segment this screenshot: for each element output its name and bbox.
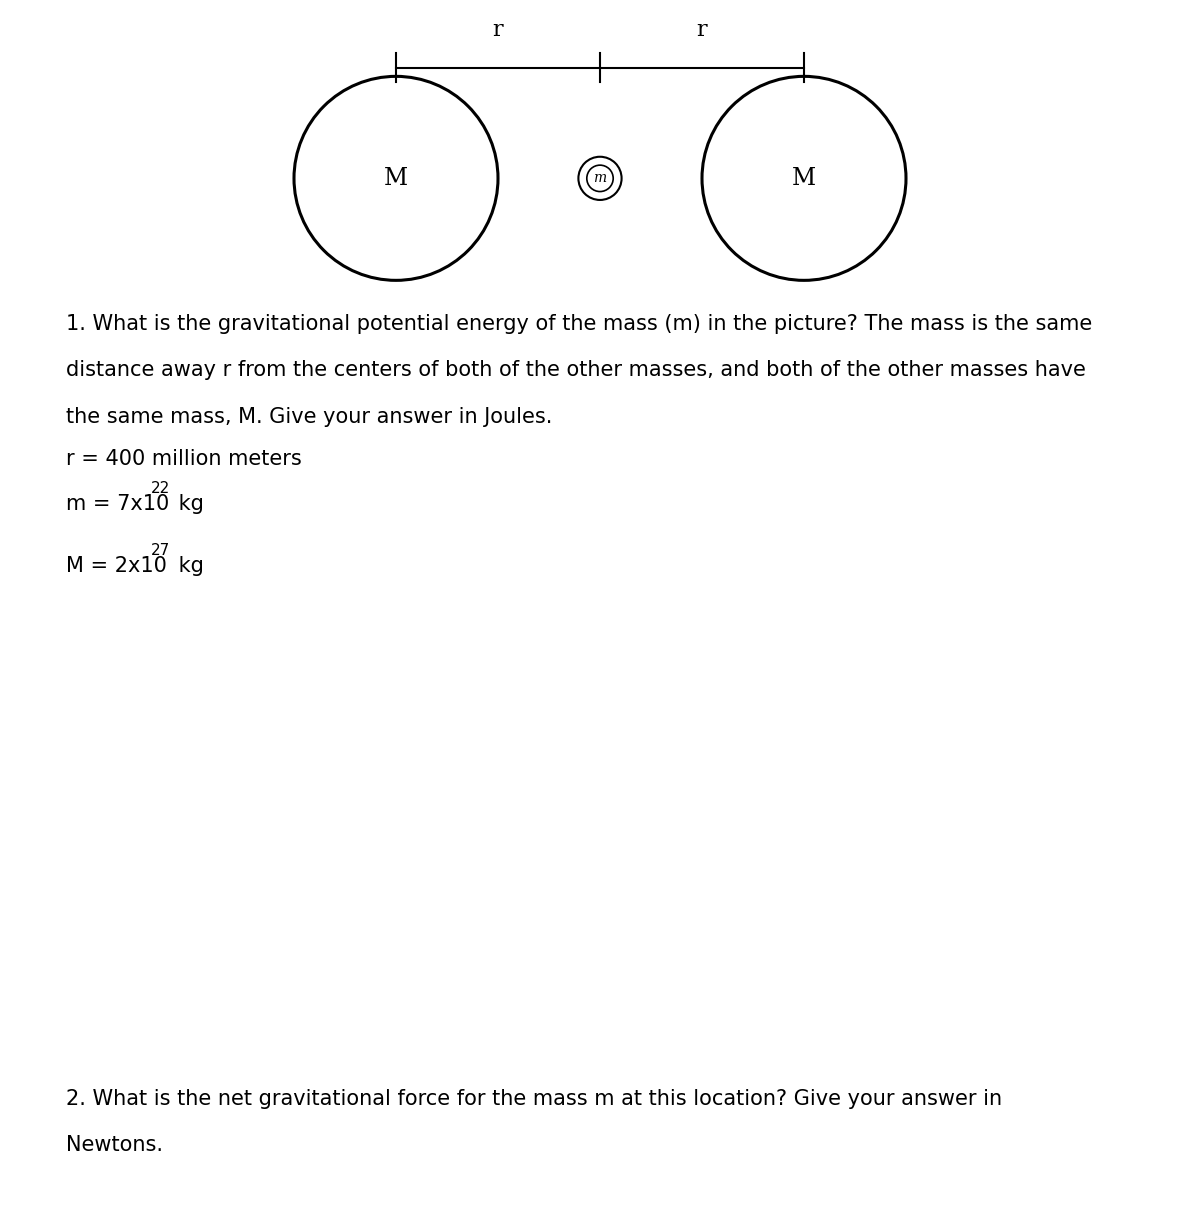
Text: 1. What is the gravitational potential energy of the mass (m) in the picture? Th: 1. What is the gravitational potential e…	[66, 314, 1092, 333]
Text: M: M	[384, 167, 408, 189]
Text: r: r	[493, 18, 503, 41]
Text: kg: kg	[172, 556, 204, 576]
Text: the same mass, M. Give your answer in Joules.: the same mass, M. Give your answer in Jo…	[66, 407, 552, 427]
Text: r: r	[697, 18, 707, 41]
Text: 2. What is the net gravitational force for the mass m at this location? Give you: 2. What is the net gravitational force f…	[66, 1089, 1002, 1108]
Text: kg: kg	[172, 494, 204, 514]
Text: 22: 22	[150, 481, 169, 496]
Text: m = 7x10: m = 7x10	[66, 494, 169, 514]
Text: M: M	[792, 167, 816, 189]
Text: r = 400 million meters: r = 400 million meters	[66, 449, 301, 469]
Text: distance away r from the centers of both of the other masses, and both of the ot: distance away r from the centers of both…	[66, 360, 1086, 380]
Text: m: m	[594, 171, 606, 186]
Text: 27: 27	[150, 542, 169, 557]
Text: Newtons.: Newtons.	[66, 1135, 163, 1155]
Text: M = 2x10: M = 2x10	[66, 556, 167, 576]
